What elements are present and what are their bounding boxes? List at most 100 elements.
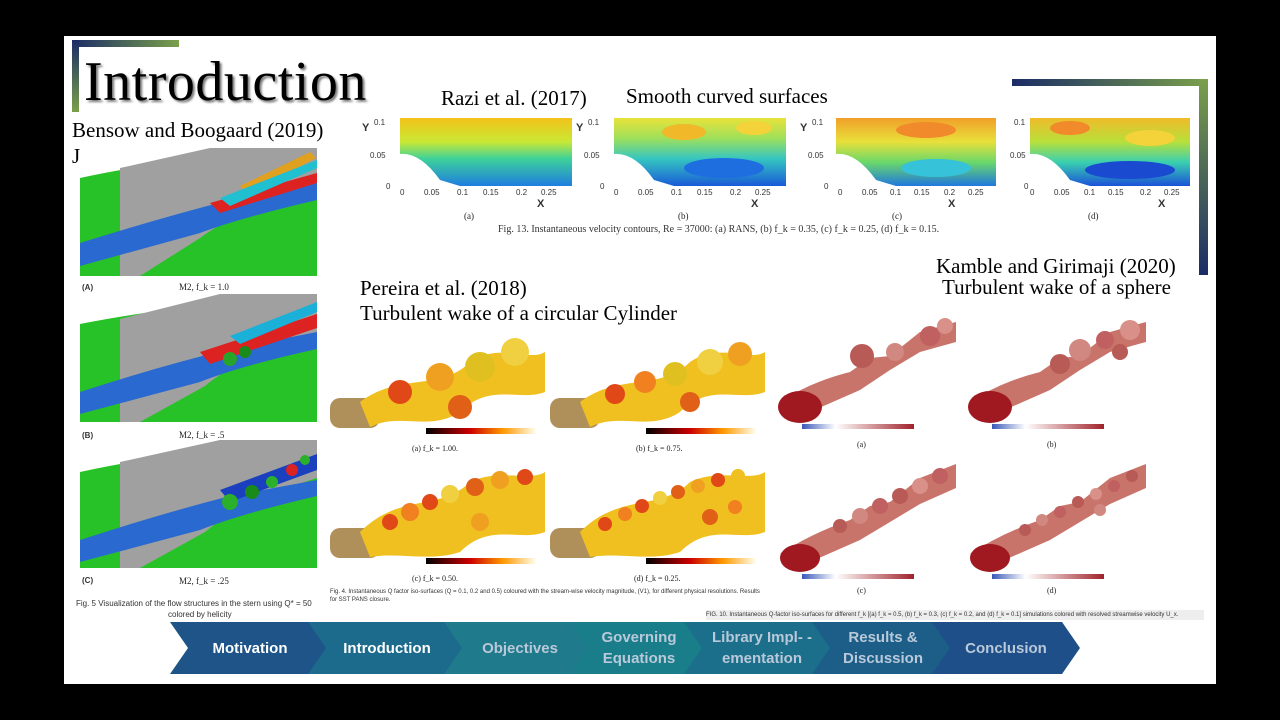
xtick: 0.1 [457,188,469,197]
nav-step-label: Governing Equations [601,629,677,667]
xtick: 0.1 [890,188,902,197]
nav-step-motivation[interactable]: Motivation [170,622,330,674]
ytick: 0.1 [374,118,386,127]
cylinder-wake-panel-a: (a) f_k = 1.00. [330,332,545,456]
corner-accent-bar [72,40,79,112]
xtick: 0 [1030,188,1035,197]
panel-tag: (d) [1047,586,1057,595]
stern-flow-panel-b [80,294,317,422]
slide-title: Introduction [84,51,367,113]
corner-accent-bar [1012,79,1208,86]
nav-step-label: Conclusion [965,639,1047,657]
panel-caption: M2, f_k = .25 [179,576,229,586]
kamble-sublabel: Turbulent wake of a sphere [942,275,1172,299]
cylinder-wake-panel-b: (b) f_k = 0.75. [550,332,765,456]
xtick: 0.25 [1164,188,1180,197]
panel-tag: (A) [82,283,94,292]
nav-step-results-discussion[interactable]: Results & Discussion [812,622,954,674]
panel-tag: (a) [857,440,866,449]
sphere-wake-panel-d: (d) [960,454,1146,595]
sphere-wake-panel-a: (a) [770,312,956,452]
panel-tag: (d) f_k = 0.25. [634,574,681,583]
xtick: 0.15 [914,188,930,197]
cylinder-wake-panel-d: (d) f_k = 0.25. [550,462,765,586]
panel-tag: (b) [1047,440,1057,449]
velocity-contour-plot-b: Y 0.1 0.05 0 0 0.05 0.1 0.15 0.2 0.25 X … [574,116,794,226]
panel-tag: (d) [1088,211,1099,221]
axis-label-x: X [751,198,759,210]
kamble-label: Kamble and Girimaji (2020) [936,254,1176,278]
pereira-label: Pereira et al. (2018) [360,276,527,300]
corner-accent-bar [1199,79,1208,275]
nav-step-label: Library Impl- -ementation [711,629,812,667]
ytick: 0.1 [1014,118,1026,127]
nav-step-governing-equations[interactable]: Governing Equations [570,622,708,674]
panel-tag: (C) [82,576,94,585]
velocity-contour-plot-d: 0.1 0.05 0 0 0.05 0.1 0.15 0.2 0.25 X (d… [1000,116,1200,226]
ytick: 0.05 [808,151,824,160]
ytick: 0.1 [812,118,824,127]
corner-accent-bar [72,40,179,47]
nav-step-library-implementation[interactable]: Library Impl- -ementation [684,622,834,674]
xtick: 0.05 [638,188,654,197]
figure-caption: FIG. 10. Instantaneous Q-factor iso-surf… [706,610,1204,620]
ytick: 0.05 [584,151,600,160]
nav-step-introduction[interactable]: Introduction [308,622,466,674]
xtick: 0.05 [1054,188,1070,197]
panel-tag: (c) [892,211,902,221]
axis-label-y: Y [362,122,370,134]
xtick: 0.25 [541,188,557,197]
velocity-contour-plot-c: Y 0.1 0.05 0 0 0.05 0.1 0.15 0.2 0.25 X … [798,116,1018,226]
xtick: 0.25 [968,188,984,197]
xtick: 0.2 [730,188,742,197]
xtick: 0.2 [1140,188,1152,197]
xtick: 0.1 [1084,188,1096,197]
sphere-wake-panel-c: (c) [770,454,956,595]
ytick: 0 [600,182,605,191]
bensow-label: Bensow and Boogaard (2019) [72,118,324,142]
nav-step-objectives[interactable]: Objectives [444,622,596,674]
ytick: 0.05 [370,151,386,160]
xtick: 0.15 [483,188,499,197]
nav-step-label: Introduction [343,639,431,657]
xtick: 0.05 [424,188,440,197]
axis-label-y: Y [576,122,584,134]
axis-label-x: X [1158,198,1166,210]
xtick: 0.1 [671,188,683,197]
razi-label: Razi et al. (2017) [441,86,587,110]
xtick: 0.15 [1108,188,1124,197]
xtick: 0 [614,188,619,197]
figure-caption: Fig. 13. Instantaneous velocity contours… [498,224,940,235]
nav-step-label: Motivation [212,639,288,657]
cylinder-wake-panel-c: (c) f_k = 0.50. [330,462,545,586]
axis-label-x: X [537,198,545,210]
sphere-wake-panel-b: (b) [960,312,1146,452]
xtick: 0.2 [516,188,528,197]
xtick: 0.25 [755,188,771,197]
xtick: 0 [838,188,843,197]
xtick: 0.2 [944,188,956,197]
figure-caption: Fig. 4. Instantaneous Q factor iso-surfa… [330,589,760,603]
ytick: 0 [1024,182,1029,191]
pereira-sublabel: Turbulent wake of a circular Cylinder [360,301,678,325]
figure-caption: Fig. 5 Visualization of the flow structu… [76,599,312,608]
ytick: 0 [386,182,391,191]
panel-tag: (a) f_k = 1.00. [412,444,459,453]
slide: Introduction Bensow and Boogaard (2019) … [64,36,1216,684]
panel-tag: (c) [857,586,866,595]
axis-label-y: Y [800,122,808,134]
nav-step-conclusion[interactable]: Conclusion [932,622,1080,674]
ytick: 0.1 [588,118,600,127]
stern-flow-panel-a [80,148,317,276]
panel-tag: (a) [464,211,474,221]
panel-tag: (b) f_k = 0.75. [636,444,683,453]
nav-step-label: Results & Discussion [842,629,924,667]
panel-caption: M2, f_k = 1.0 [179,282,229,292]
xtick: 0.05 [862,188,878,197]
panel-tag: (b) [678,211,689,221]
panel-caption: M2, f_k = .5 [179,430,225,440]
panel-tag: (c) f_k = 0.50. [412,574,459,583]
velocity-contour-plot-a: Y 0.1 0.05 0 0 0.05 0.1 0.15 0.2 0.25 X … [360,116,580,226]
stern-flow-panel-c [80,440,317,568]
figure-caption: colored by helicity [168,610,232,619]
